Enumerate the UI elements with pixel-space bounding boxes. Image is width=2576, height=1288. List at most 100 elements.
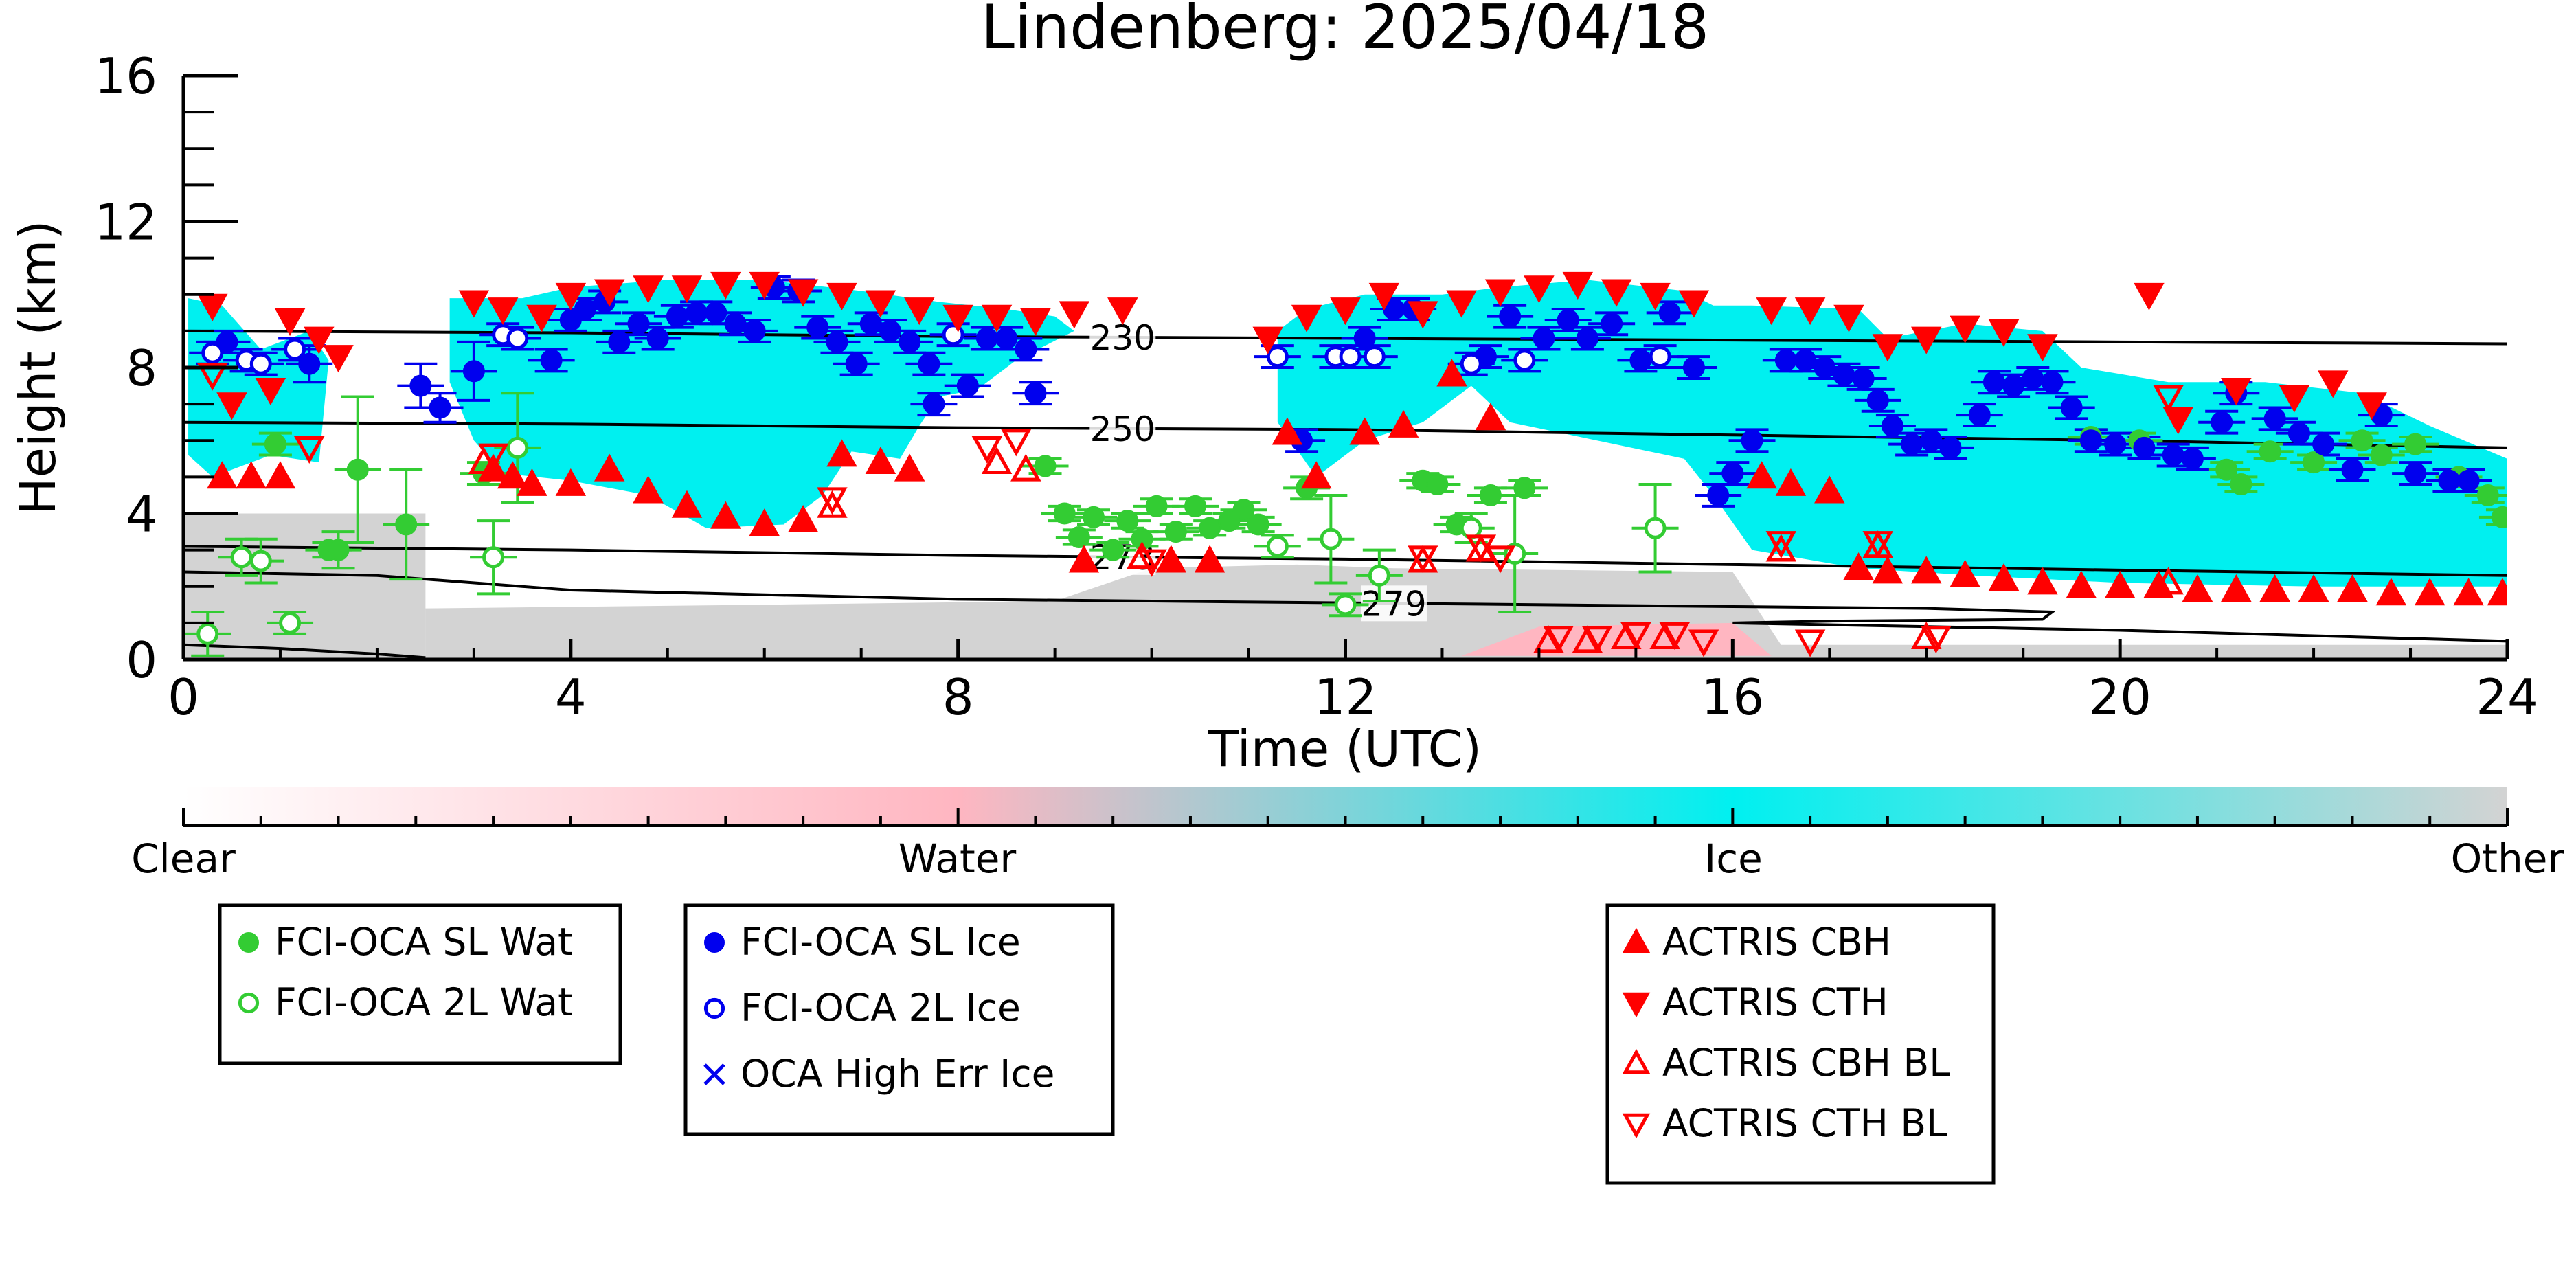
- point-fci-oca-sl-ice: [2181, 447, 2204, 470]
- point-actris-cth: [2027, 334, 2058, 362]
- point-fci-oca-sl-wat: [395, 513, 418, 536]
- point-fci-oca-sl-ice: [918, 352, 940, 375]
- point-fci-oca-sl-ice: [995, 327, 1018, 350]
- point-actris-cth-bl: [1000, 429, 1032, 457]
- point-fci-oca-sl-ice: [1968, 404, 1991, 427]
- axes: 0 4 8 12 16 20 24 0 4 8 12 16: [94, 47, 2538, 726]
- point-actris-cbh: [2375, 578, 2407, 606]
- point-fci-oca-sl-wat: [1164, 521, 1187, 543]
- point-fci-oca-sl-ice: [1353, 327, 1376, 350]
- contour-line: [183, 643, 426, 659]
- x-tick-label: 4: [555, 668, 587, 726]
- point-fci-oca-sl-wat: [264, 433, 286, 455]
- point-actris-cbh: [1194, 545, 1225, 573]
- legend-frame: [683, 903, 1115, 1136]
- point-fci-oca-sl-ice: [975, 327, 998, 350]
- point-actris-cbh: [1988, 563, 2020, 591]
- y-tick-label: 0: [126, 631, 157, 689]
- point-actris-cbh-bl: [2153, 567, 2184, 595]
- point-fci-oca-2l-ice: [1363, 346, 1386, 368]
- point-fci-oca-2l-ice: [506, 327, 529, 350]
- point-actris-cbh: [2066, 570, 2097, 598]
- point-fci-oca-2l-ice: [201, 341, 224, 364]
- point-fci-oca-sl-ice: [1881, 415, 1903, 437]
- point-fci-oca-sl-ice: [686, 302, 708, 324]
- point-actris-cth: [2134, 282, 2165, 310]
- point-actris-cbh: [2027, 567, 2058, 595]
- point-fci-oca-sl-ice: [743, 319, 766, 342]
- point-fci-oca-sl-ice: [1814, 357, 1836, 379]
- legend-marker: [238, 932, 259, 953]
- point-actris-cbh: [2259, 574, 2290, 602]
- point-fci-oca-sl-wat: [2404, 433, 2427, 455]
- region-other: [425, 564, 2507, 659]
- point-fci-oca-sl-ice: [1920, 429, 1943, 452]
- point-actris-cth: [865, 290, 896, 318]
- point-actris-cth: [1794, 297, 1826, 326]
- point-actris-cth: [904, 297, 935, 326]
- point-actris-cbh: [1436, 359, 1467, 387]
- point-actris-cbh: [2453, 578, 2484, 606]
- x-tick-label: 16: [1702, 668, 1765, 726]
- point-actris-cth: [2162, 407, 2193, 435]
- point-fci-oca-sl-ice: [429, 396, 451, 419]
- point-actris-cth-bl: [477, 443, 509, 471]
- point-fci-oca-sl-ice: [1629, 349, 1652, 372]
- region-other: [183, 513, 426, 659]
- point-fci-oca-sl-ice: [1682, 357, 1705, 379]
- point-fci-oca-sl-ice: [540, 349, 563, 372]
- point-actris-cbh: [236, 461, 267, 489]
- point-fci-oca-sl-ice: [2060, 396, 2083, 419]
- point-fci-oca-sl-ice: [1721, 462, 1744, 485]
- point-fci-oca-sl-ice: [1658, 302, 1681, 324]
- point-actris-cbh: [710, 501, 741, 529]
- point-actris-cth-bl: [1136, 549, 1167, 577]
- point-actris-cbh: [1950, 559, 1980, 587]
- point-actris-cth: [216, 392, 247, 420]
- legend-marker: [1622, 1113, 1651, 1139]
- point-fci-oca-2l-wat: [506, 436, 529, 459]
- point-fci-oca-2l-wat: [1460, 517, 1482, 539]
- point-actris-cth-bl: [1543, 626, 1574, 654]
- point-actris-cth: [1291, 304, 1322, 332]
- point-actris-cth: [826, 282, 857, 310]
- point-fci-oca-sl-ice: [2104, 433, 2127, 455]
- point-fci-oca-sl-ice: [923, 393, 945, 416]
- point-actris-cbh: [1746, 461, 1777, 489]
- contour-line: [183, 545, 2507, 577]
- point-actris-cbh-bl: [1765, 534, 1797, 562]
- y-tick-label: 8: [126, 339, 157, 397]
- point-actris-cbh: [594, 453, 625, 482]
- point-fci-oca-sl-ice: [1852, 367, 1875, 389]
- point-fci-oca-2l-wat: [230, 546, 253, 569]
- y-tick-label: 16: [94, 47, 157, 105]
- contour-label-bg: [1089, 410, 1156, 447]
- point-actris-cth: [1911, 326, 1942, 354]
- point-actris-cth: [2318, 370, 2349, 398]
- point-fci-oca-sl-wat: [1184, 495, 1207, 517]
- point-actris-cbh: [2414, 578, 2445, 606]
- point-actris-cth: [1330, 297, 1361, 326]
- point-fci-oca-sl-wat: [1199, 517, 1221, 539]
- point-fci-oca-2l-wat: [279, 611, 302, 634]
- legend-label: ACTRIS CTH: [1662, 980, 1888, 1024]
- point-fci-oca-sl-ice: [826, 330, 848, 353]
- point-fci-oca-sl-ice: [806, 316, 829, 339]
- point-fci-oca-sl-ice: [1982, 371, 2005, 394]
- point-actris-cth: [1107, 297, 1138, 326]
- point-actris-cbh: [749, 508, 780, 536]
- point-fci-oca-sl-wat: [346, 458, 369, 481]
- point-fci-oca-sl-ice: [2022, 367, 2044, 389]
- point-fci-oca-sl-wat: [1232, 499, 1255, 521]
- point-actris-cth: [2279, 385, 2310, 413]
- point-actris-cth-bl: [197, 363, 228, 391]
- point-fci-oca-sl-ice: [1601, 313, 1623, 335]
- point-fci-oca-2l-wat: [1368, 564, 1390, 587]
- legend-box-2: FCI-OCA SL Ice FCI-OCA 2L Ice OCA High Err…: [683, 903, 1115, 1136]
- point-actris-cbh-bl: [981, 446, 1013, 475]
- point-actris-cbh: [1475, 403, 1506, 431]
- point-fci-oca-sl-ice: [724, 313, 747, 335]
- point-actris-cth: [458, 290, 490, 318]
- point-fci-oca-sl-ice: [2133, 436, 2156, 459]
- point-actris-cth: [1524, 275, 1555, 304]
